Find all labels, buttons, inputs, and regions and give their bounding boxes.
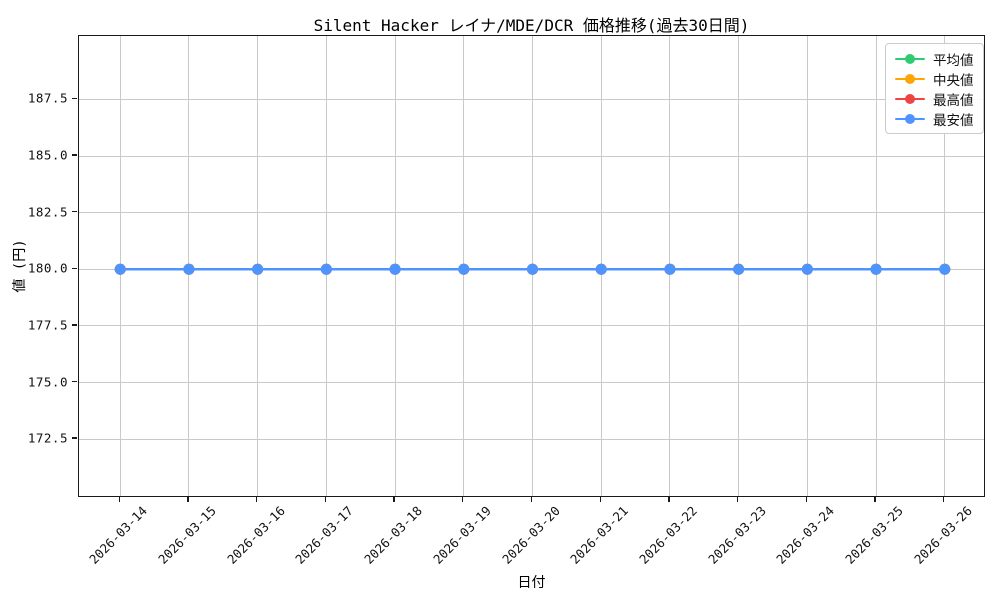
legend-swatch (895, 113, 925, 124)
data-point-marker (595, 263, 607, 275)
grid-line-horizontal (79, 382, 984, 383)
legend-marker-dot (905, 113, 915, 124)
x-tick-label: 2026-03-24 (773, 503, 838, 567)
legend: 平均値中央値最高値最安値 (885, 43, 984, 134)
data-point-marker (733, 263, 745, 275)
legend-swatch (895, 53, 925, 64)
legend-label: 中央値 (933, 72, 974, 89)
data-point-marker (252, 263, 264, 275)
legend-item-最安値: 最安値 (895, 110, 974, 129)
x-tick-label: 2026-03-20 (498, 503, 563, 567)
data-point-marker (458, 263, 470, 275)
y-tick-label: 177.5 (27, 317, 68, 333)
x-tick-mark (943, 497, 945, 502)
y-tick-mark (72, 210, 77, 213)
data-point-marker (320, 263, 332, 275)
x-tick-label: 2026-03-17 (292, 503, 357, 567)
legend-marker-dot (905, 53, 915, 64)
x-tick-mark (255, 497, 258, 502)
y-tick-mark (72, 324, 77, 326)
data-point-marker (114, 263, 126, 275)
x-axis-label: 日付 (517, 575, 546, 591)
x-tick-label: 2026-03-14 (86, 503, 151, 567)
data-point-marker (939, 263, 951, 275)
x-tick-mark (599, 497, 601, 502)
data-point-marker (664, 263, 676, 275)
x-tick-mark (187, 497, 189, 502)
data-point-marker (870, 263, 882, 275)
series-plot-svg (114, 263, 951, 275)
x-tick-mark (736, 497, 739, 502)
y-tick-label: 180.0 (27, 260, 68, 276)
data-point-marker (527, 263, 538, 275)
x-tick-label: 2026-03-16 (223, 503, 288, 567)
data-point-marker (183, 263, 195, 275)
x-tick-mark (874, 497, 876, 502)
y-tick-mark (72, 267, 77, 269)
x-tick-mark (393, 497, 395, 502)
y-axis-label: 値 (円) (12, 239, 28, 293)
plot-area (78, 35, 985, 497)
y-tick-mark (72, 97, 77, 100)
x-tick-mark (805, 497, 808, 502)
y-tick-label: 187.5 (27, 90, 68, 106)
grid-line-horizontal (79, 438, 984, 440)
x-tick-label: 2026-03-21 (567, 503, 632, 567)
data-point-marker (389, 263, 401, 275)
y-tick-mark (72, 437, 77, 439)
y-tick-label: 172.5 (27, 430, 68, 446)
chart-title: Silent Hacker レイナ/MDE/DCR 価格推移(過去30日間) (313, 16, 750, 35)
x-tick-mark (118, 497, 120, 502)
data-point-marker (801, 263, 813, 275)
legend-label: 最高値 (933, 92, 974, 109)
legend-swatch (895, 73, 925, 84)
x-tick-label: 2026-03-19 (429, 503, 494, 567)
y-tick-mark (72, 154, 77, 156)
x-tick-label: 2026-03-18 (361, 503, 425, 567)
y-tick-label: 175.0 (27, 374, 68, 389)
legend-label: 最安値 (933, 112, 974, 129)
y-tick-mark (72, 380, 77, 383)
x-tick-mark (324, 497, 327, 502)
legend-label: 平均値 (933, 52, 974, 69)
legend-swatch (895, 93, 925, 104)
y-tick-label: 185.0 (27, 147, 68, 163)
y-tick-label: 182.5 (27, 204, 68, 220)
legend-item-最高値: 最高値 (895, 90, 974, 109)
x-tick-mark (462, 497, 464, 502)
legend-marker-dot (905, 93, 915, 104)
x-tick-mark (668, 497, 670, 502)
legend-item-平均値: 平均値 (895, 50, 974, 69)
grid-line-horizontal (79, 98, 984, 100)
grid-line-horizontal (79, 155, 984, 157)
x-tick-label: 2026-03-23 (704, 503, 769, 567)
grid-line-horizontal (79, 212, 984, 214)
x-tick-label: 2026-03-15 (155, 503, 219, 567)
grid-line-horizontal (79, 325, 984, 327)
legend-marker-dot (905, 73, 915, 84)
x-tick-mark (530, 497, 533, 502)
legend-item-中央値: 中央値 (895, 70, 974, 89)
x-tick-label: 2026-03-22 (636, 503, 700, 567)
x-tick-label: 2026-03-25 (842, 503, 906, 567)
x-tick-label: 2026-03-26 (910, 503, 975, 567)
